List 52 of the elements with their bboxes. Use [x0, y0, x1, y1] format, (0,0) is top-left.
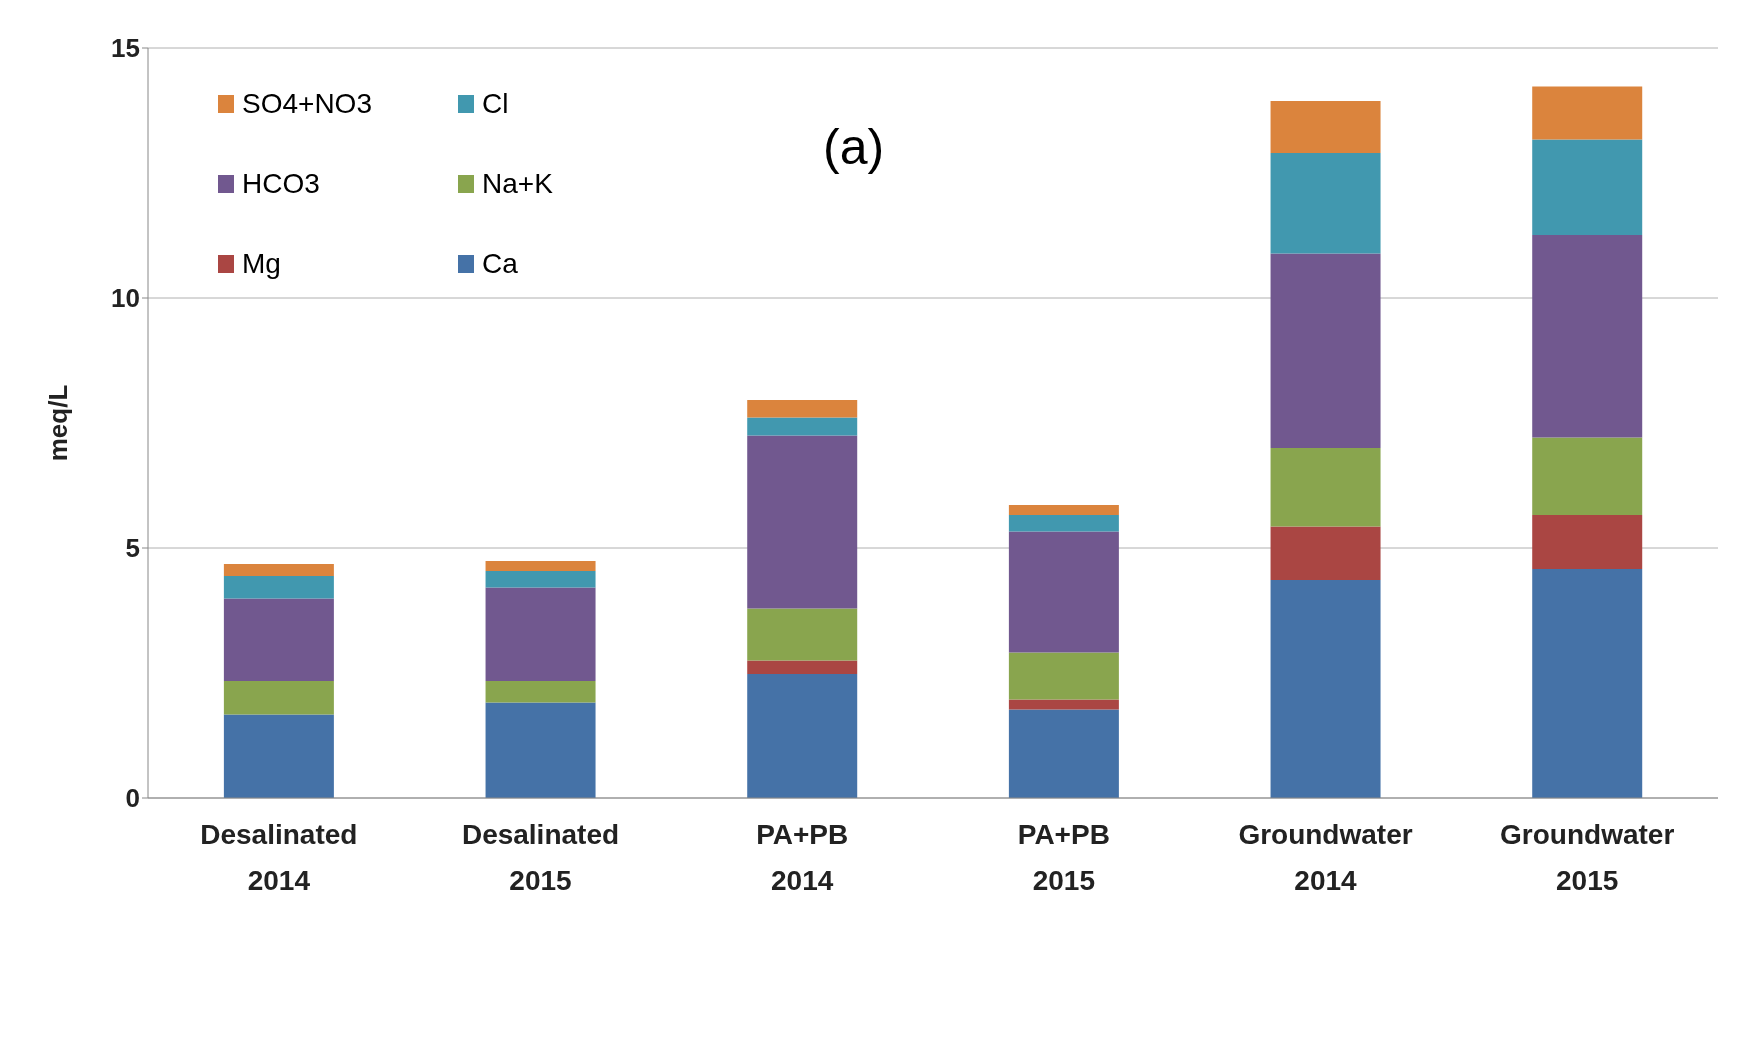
y-tick-label: 0 — [125, 783, 140, 814]
bar — [747, 435, 858, 609]
bar — [1008, 531, 1119, 653]
bar — [223, 714, 334, 798]
bar — [1532, 235, 1643, 438]
bar — [485, 681, 596, 703]
y-tick-label: 5 — [125, 533, 140, 564]
bar — [747, 608, 858, 661]
legend-label: HCO3 — [242, 168, 320, 200]
bar — [747, 674, 858, 798]
bar — [485, 587, 596, 681]
bar — [1008, 652, 1119, 700]
bar — [1270, 153, 1381, 254]
x-tick-label: Groundwater 2014 — [1238, 819, 1413, 896]
legend-label: Ca — [482, 248, 518, 280]
y-axis-title: meq/L — [43, 384, 74, 462]
bar — [1008, 505, 1119, 515]
bar — [1532, 437, 1643, 515]
annotation: (a) — [823, 118, 885, 176]
x-tick-label: Groundwater 2015 — [1500, 819, 1675, 896]
x-tick-label: PA+PB 2014 — [756, 819, 849, 896]
bar — [1270, 101, 1381, 153]
bar — [1008, 699, 1119, 710]
bar — [485, 702, 596, 798]
bar — [1270, 580, 1381, 798]
bar — [1270, 448, 1381, 527]
bar — [485, 561, 596, 571]
bar — [1532, 139, 1643, 235]
y-tick-label: 10 — [111, 283, 140, 314]
bar — [1532, 515, 1643, 569]
legend-label: SO4+NO3 — [242, 88, 372, 120]
bar — [223, 681, 334, 715]
bar — [1008, 709, 1119, 798]
bar — [1008, 515, 1119, 532]
bar — [223, 564, 334, 576]
legend-label: Cl — [482, 88, 509, 120]
x-tick-label: PA+PB 2015 — [1017, 819, 1110, 896]
x-tick-label: Desalinated 2015 — [461, 819, 620, 896]
bar — [1532, 86, 1643, 140]
bar — [1532, 569, 1643, 798]
bar — [485, 571, 596, 588]
x-tick-label: Desalinated 2014 — [200, 819, 358, 896]
bar — [747, 417, 858, 436]
bar — [223, 576, 334, 599]
bar — [747, 660, 858, 674]
bar — [1270, 253, 1381, 448]
legend-label: Mg — [242, 248, 281, 280]
legend-label: Na+K — [482, 168, 553, 200]
y-tick-label: 15 — [111, 33, 140, 64]
bar — [1270, 526, 1381, 580]
bar — [223, 598, 334, 681]
bar — [747, 400, 858, 418]
